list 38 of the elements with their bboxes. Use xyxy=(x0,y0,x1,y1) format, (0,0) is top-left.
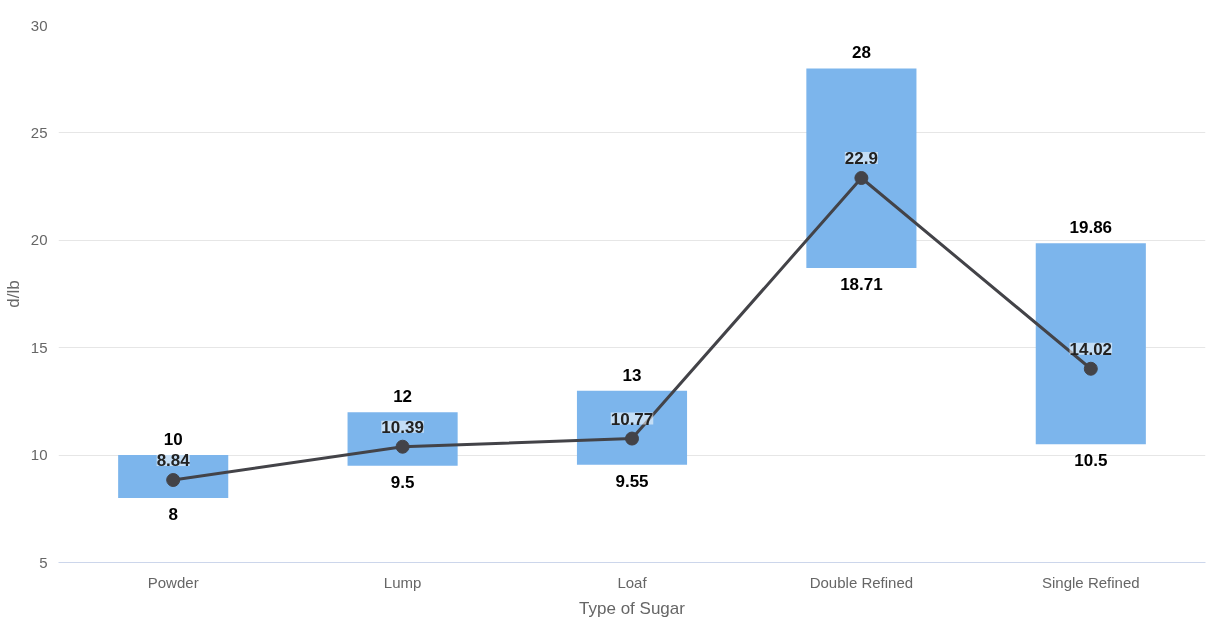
annotation: 18.71 xyxy=(840,275,883,295)
annotation: 8 xyxy=(168,505,178,525)
data-label: 14.02 xyxy=(1069,339,1113,359)
annotation: 10 xyxy=(163,430,183,450)
y-tick-label: 15 xyxy=(30,338,48,356)
x-tick-label: Powder xyxy=(147,573,199,591)
bar xyxy=(576,390,688,465)
y-tick-label: 30 xyxy=(30,16,48,34)
annotation: 12 xyxy=(393,387,413,407)
y-tick-label: 25 xyxy=(30,123,48,141)
bar xyxy=(1035,243,1146,445)
x-tick-label: Lump xyxy=(383,573,422,591)
data-label: 10.77 xyxy=(610,409,654,429)
point xyxy=(1083,361,1098,376)
bar xyxy=(347,412,458,466)
data-label: 10.39 xyxy=(381,417,424,437)
x-tick-label: Single Refined xyxy=(1042,573,1140,591)
y-axis-title: d/lb xyxy=(3,280,23,308)
point xyxy=(166,473,181,487)
x-tick-label: Loaf xyxy=(617,573,648,591)
point xyxy=(625,431,639,446)
x-tick-label: Double Refined xyxy=(809,573,914,591)
annotation: 10.5 xyxy=(1074,451,1108,471)
point xyxy=(854,171,869,185)
bar xyxy=(806,68,917,269)
x-axis-title: Type of Sugar xyxy=(579,598,686,618)
y-tick-label: 5 xyxy=(39,553,48,571)
annotation: 13 xyxy=(622,365,642,385)
data-label: 8.84 xyxy=(156,451,191,471)
bar xyxy=(118,455,229,499)
point xyxy=(395,439,410,454)
annotation: 9.55 xyxy=(615,471,649,491)
annotation: 19.86 xyxy=(1069,218,1113,238)
data-label: 22.9 xyxy=(844,149,878,169)
annotation: 9.5 xyxy=(390,472,415,492)
y-tick-label: 10 xyxy=(30,446,48,464)
annotation: 28 xyxy=(851,43,871,63)
y-tick-label: 20 xyxy=(30,231,48,249)
